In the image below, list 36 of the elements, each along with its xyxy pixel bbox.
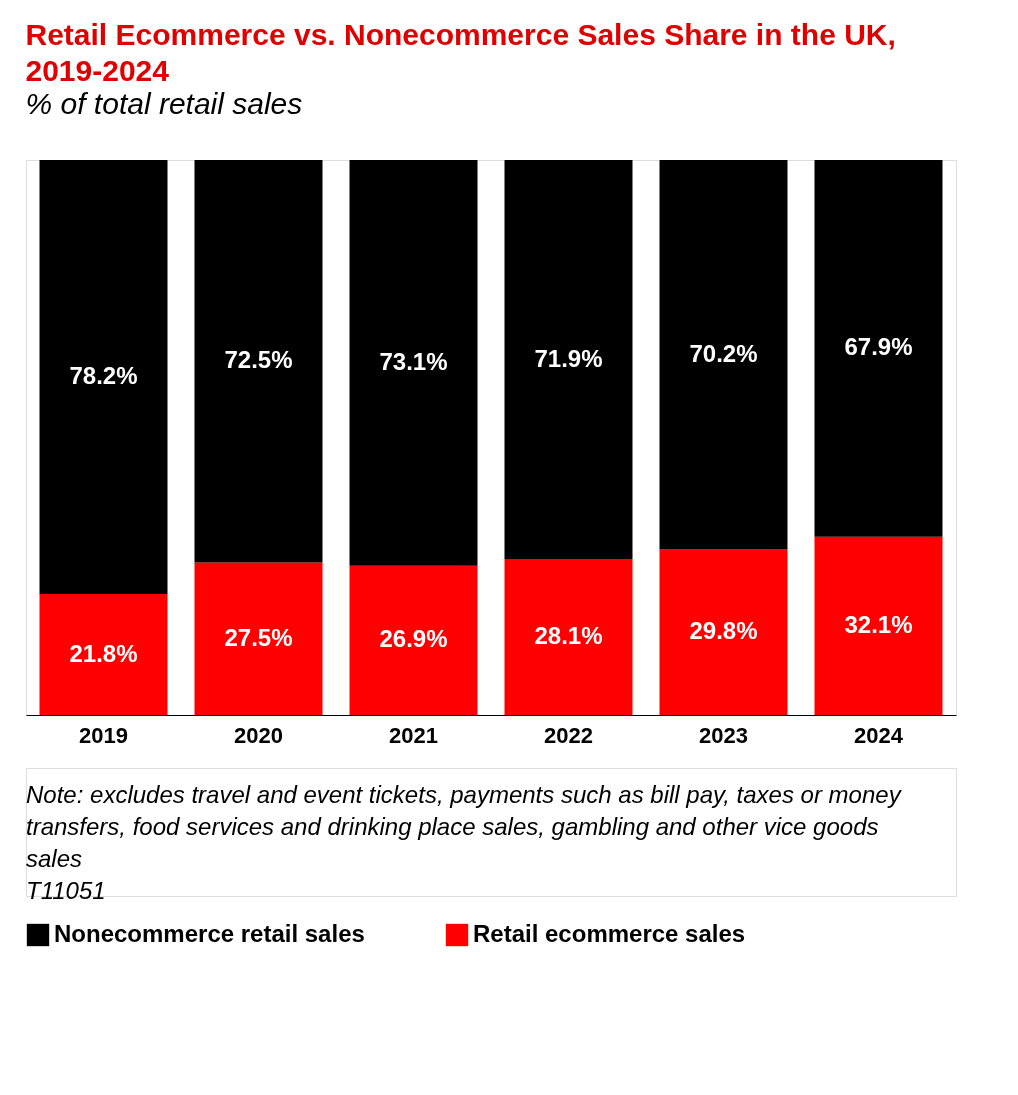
chart-subtitle: % of total retail sales [25,86,303,120]
bar [659,160,788,550]
bar [349,565,478,715]
bar [39,594,168,715]
data-label: 26.9% [379,625,448,653]
bar [659,549,788,715]
x-tick-label: 2024 [854,722,904,748]
data-label: 67.9% [844,333,913,361]
data-label: 21.8% [69,639,138,667]
chart-title: Retail Ecommerce vs. Nonecommerce Sales Share in the UK, 2019-2024 [25,17,896,87]
data-label: 72.5% [224,346,293,374]
bar [194,562,323,715]
data-label: 32.1% [844,610,913,638]
bar [194,160,323,563]
legend-label: Retail ecommerce sales [473,920,746,947]
data-label: 70.2% [689,339,758,367]
data-label: 78.2% [69,362,138,390]
data-label: 28.1% [534,622,603,650]
data-label: 71.9% [534,344,603,372]
bar [349,160,478,566]
x-tick-label: 2020 [234,722,283,748]
legend-label: Nonecommerce retail sales [54,920,365,947]
text: Note: excludes travel and event tickets, payments such as bill pay, taxes or money transfers, food services and drinking place sales, gambling and other vice goods sales [26,781,903,872]
x-tick-label: 2021 [389,722,438,748]
data-label: 29.8% [689,617,758,645]
bar [504,559,633,715]
text: T11051 [26,877,106,904]
bar [814,536,943,715]
bar [814,160,943,537]
data-label: 27.5% [224,623,293,651]
bar [39,160,168,595]
data-label: 73.1% [379,347,448,375]
x-tick-label: 2019 [79,722,128,748]
x-tick-label: 2022 [544,722,593,748]
x-tick-label: 2023 [699,722,748,748]
bar [504,160,633,560]
